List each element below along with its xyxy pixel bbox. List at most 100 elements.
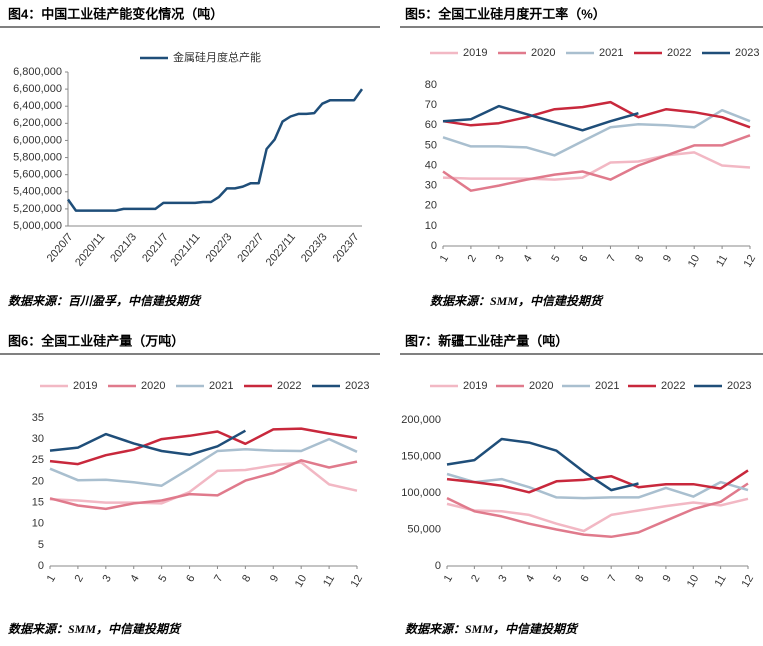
legend-label: 金属硅月度总产能	[173, 50, 261, 64]
x-tick-label: 6	[577, 253, 590, 264]
y-tick-label: 5,000,000	[13, 220, 62, 232]
series-line	[442, 151, 751, 181]
y-tick-label: 10	[32, 518, 44, 530]
x-tick-label: 2023/3	[299, 231, 330, 264]
legend-label: 2019	[463, 47, 487, 59]
x-tick-label: 11	[713, 573, 729, 589]
x-tick-label: 4	[521, 253, 534, 264]
x-tick-label: 2	[469, 573, 482, 584]
y-tick-label: 100,000	[401, 487, 441, 499]
x-tick-label: 2021/11	[168, 231, 202, 269]
x-tick-label: 2020/7	[45, 231, 76, 264]
y-tick-label: 80	[425, 79, 437, 91]
series-line	[442, 134, 751, 192]
y-tick-label: 0	[431, 240, 437, 252]
y-tick-label: 70	[425, 99, 437, 111]
x-tick-label: 2022/3	[204, 231, 235, 264]
y-tick-label: 6,800,000	[13, 66, 62, 78]
y-tick-label: 6,400,000	[13, 100, 62, 112]
legend-label: 2021	[595, 380, 619, 392]
x-tick-label: 9	[661, 573, 674, 584]
legend-label: 2020	[141, 380, 165, 392]
x-tick-label: 1	[45, 573, 58, 584]
series-line	[49, 429, 247, 457]
x-tick-label: 1	[442, 573, 455, 584]
legend-label: 2023	[727, 380, 751, 392]
y-tick-label: 5,600,000	[13, 169, 62, 181]
y-tick-label: 60	[425, 119, 437, 131]
x-tick-label: 9	[661, 253, 674, 264]
x-tick-label: 8	[240, 573, 253, 584]
series-line	[49, 459, 358, 511]
series-line	[49, 437, 358, 487]
series-line	[442, 100, 751, 129]
legend-label: 2022	[667, 47, 691, 59]
x-tick-label: 5	[551, 573, 564, 584]
legend-label: 2021	[209, 380, 233, 392]
x-tick-label: 2021/3	[108, 231, 139, 264]
x-tick-label: 10	[293, 573, 310, 590]
x-tick-label: 9	[268, 573, 281, 584]
series-line	[446, 469, 749, 494]
legend-label: 2022	[277, 380, 301, 392]
y-tick-label: 5,200,000	[13, 203, 62, 215]
legend-label: 2023	[735, 47, 759, 59]
y-tick-label: 0	[38, 560, 44, 572]
figure-title: 图5：全国工业硅月度开工率（%）	[405, 6, 606, 21]
y-tick-label: 35	[32, 412, 44, 424]
x-tick-label: 3	[496, 573, 509, 584]
legend-label: 2020	[531, 47, 555, 59]
x-tick-label: 2	[466, 253, 479, 264]
y-tick-label: 150,000	[401, 450, 441, 462]
y-tick-label: 200,000	[401, 414, 441, 426]
x-tick-label: 10	[686, 253, 703, 270]
x-tick-label: 12	[742, 253, 759, 270]
x-tick-label: 4	[128, 573, 141, 584]
series-line	[446, 437, 639, 492]
y-tick-label: 6,000,000	[13, 134, 62, 146]
x-tick-label: 3	[493, 253, 506, 264]
x-tick-label: 12	[740, 573, 757, 590]
source-note: 数据来源：百川盈孚，中信建投期货	[8, 294, 202, 308]
y-tick-label: 5,400,000	[13, 186, 62, 198]
legend-label: 2023	[345, 380, 369, 392]
legend-label: 2020	[529, 380, 553, 392]
x-tick-label: 11	[714, 253, 730, 269]
figure-title: 图6：全国工业硅产量（万吨）	[8, 333, 184, 348]
x-tick-label: 8	[633, 573, 646, 584]
y-tick-label: 30	[32, 433, 44, 445]
y-tick-label: 25	[32, 454, 44, 466]
x-tick-label: 10	[685, 573, 702, 590]
x-tick-label: 12	[349, 573, 366, 590]
series-line	[66, 88, 364, 212]
x-tick-label: 2022/7	[235, 231, 266, 264]
y-tick-label: 20	[425, 200, 437, 212]
figure-title: 图4：中国工业硅产能变化情况（吨）	[8, 6, 223, 21]
y-tick-label: 10	[425, 220, 437, 232]
x-tick-label: 3	[100, 573, 113, 584]
x-tick-label: 2021/7	[140, 231, 171, 264]
x-tick-label: 8	[633, 253, 646, 264]
series-line	[49, 427, 358, 466]
y-tick-label: 15	[32, 496, 44, 508]
y-tick-label: 40	[425, 159, 437, 171]
legend-label: 2019	[73, 380, 97, 392]
x-tick-label: 7	[605, 253, 618, 264]
x-tick-label: 6	[578, 573, 591, 584]
series-line	[49, 461, 358, 505]
y-tick-label: 30	[425, 180, 437, 192]
series-line	[446, 497, 749, 533]
x-tick-label: 2022/11	[264, 231, 298, 269]
y-tick-label: 50,000	[407, 523, 441, 535]
legend-label: 2019	[463, 380, 487, 392]
source-note: 数据来源：SMM，中信建投期货	[8, 622, 182, 636]
source-note: 数据来源：SMM，中信建投期货	[430, 294, 604, 308]
x-tick-label: 2	[73, 573, 86, 584]
y-tick-label: 50	[425, 139, 437, 151]
x-tick-label: 5	[549, 253, 562, 264]
x-tick-label: 1	[438, 253, 451, 264]
legend-label: 2021	[599, 47, 623, 59]
y-tick-label: 0	[435, 560, 441, 572]
y-tick-label: 5	[38, 539, 44, 551]
